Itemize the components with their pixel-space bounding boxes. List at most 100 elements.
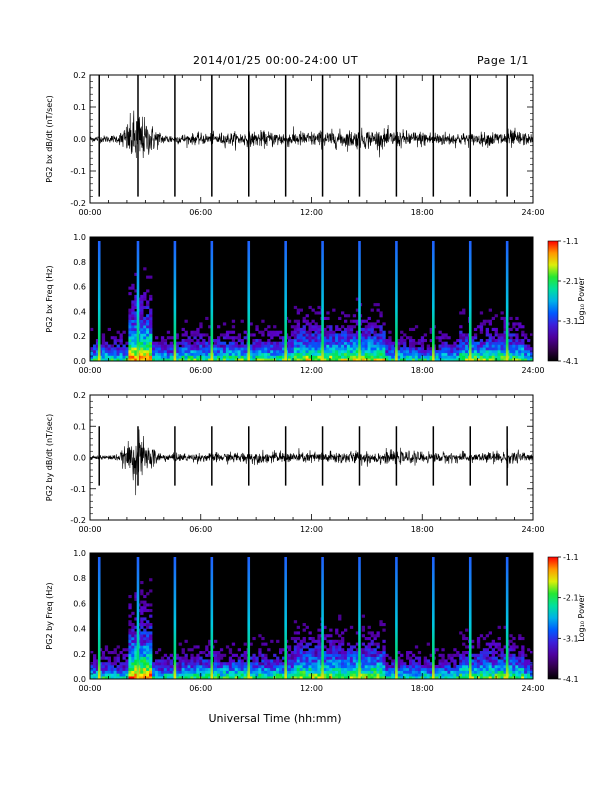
spectrogram-cell bbox=[509, 355, 513, 359]
spectrogram-cell bbox=[228, 358, 233, 362]
spectrogram-cell bbox=[134, 350, 138, 354]
spectrogram-cell bbox=[420, 344, 425, 348]
spectrogram-cell bbox=[287, 355, 292, 359]
spectrogram-cell bbox=[352, 325, 357, 329]
x-tick-label: 12:00 bbox=[300, 366, 323, 375]
y-tick-label: 0.2 bbox=[73, 71, 86, 80]
spectrogram-cell bbox=[128, 316, 132, 320]
spectrogram-cell bbox=[370, 634, 374, 638]
spectrogram-cell bbox=[476, 676, 481, 680]
spectrogram-cell bbox=[462, 333, 466, 337]
spectrogram-cell bbox=[131, 283, 135, 287]
spectrogram-cell bbox=[473, 653, 478, 657]
spectrogram-cell bbox=[364, 336, 368, 340]
spectrogram-cell bbox=[134, 592, 138, 596]
spectrogram-cell bbox=[149, 316, 153, 320]
spectrogram-cell bbox=[140, 316, 144, 320]
spectrogram-cell bbox=[512, 333, 516, 337]
spectrogram-cell bbox=[104, 670, 109, 674]
spectrogram-cell bbox=[485, 642, 489, 646]
spectrogram-cell bbox=[128, 623, 132, 627]
spectrogram-cell bbox=[166, 662, 171, 666]
spectrogram-cell bbox=[163, 667, 168, 671]
spectrogram-cell bbox=[149, 634, 153, 638]
spectrogram-cell bbox=[323, 667, 327, 671]
spectrogram-cell bbox=[382, 350, 386, 354]
spectrogram-cell bbox=[143, 665, 147, 669]
spectrogram-cell bbox=[500, 651, 504, 655]
spectrogram-cell bbox=[308, 344, 312, 348]
spectrogram-cell bbox=[193, 330, 197, 334]
spectrogram-cell bbox=[317, 645, 321, 649]
spectrogram-cell bbox=[267, 352, 271, 356]
spectrogram-cell bbox=[444, 662, 448, 666]
spectrogram-cell bbox=[476, 639, 481, 643]
spectrogram-cell bbox=[252, 665, 256, 669]
spectrogram-cell bbox=[128, 344, 132, 348]
spectrogram-cell bbox=[293, 330, 298, 334]
spectrogram-cell bbox=[157, 341, 162, 345]
spectrogram-cell bbox=[459, 631, 463, 635]
spectrogram-cell bbox=[441, 662, 445, 666]
spectrogram-cell bbox=[338, 673, 342, 677]
spectrogram-cell bbox=[323, 625, 327, 629]
spectrogram-cell bbox=[423, 350, 427, 354]
spectrogram-cell bbox=[157, 673, 162, 677]
spectrogram-cell bbox=[181, 341, 185, 345]
spectrogram-cell bbox=[90, 327, 94, 331]
spectrogram-cell bbox=[155, 670, 159, 674]
spectrogram-cell bbox=[367, 659, 371, 663]
spectrogram-cell bbox=[149, 352, 153, 356]
spectrogram-cell bbox=[196, 665, 200, 669]
spectrogram-cell bbox=[367, 653, 371, 657]
spectrogram-cell bbox=[267, 358, 271, 362]
spectrogram-cell bbox=[450, 676, 454, 680]
spectrogram-cell bbox=[349, 341, 354, 345]
spectrogram-cell bbox=[364, 333, 368, 337]
spectrogram-cell bbox=[485, 347, 489, 351]
spectrogram-cell bbox=[344, 352, 348, 356]
spectrogram-cell bbox=[361, 656, 365, 660]
spectrogram-cell bbox=[521, 341, 525, 345]
spectrogram-cell bbox=[423, 659, 427, 663]
spectrogram-cell bbox=[282, 358, 286, 362]
spike-column bbox=[321, 241, 324, 361]
spectrogram-cell bbox=[305, 319, 309, 323]
spectrogram-cell bbox=[302, 352, 306, 356]
spectrogram-cell bbox=[95, 667, 100, 671]
spectrogram-cell bbox=[488, 350, 492, 354]
spectrogram-cell bbox=[279, 673, 283, 677]
spectrogram-cell bbox=[149, 322, 153, 326]
spectrogram-cell bbox=[222, 344, 227, 348]
spectrogram-cell bbox=[290, 656, 295, 660]
spectrogram-cell bbox=[155, 347, 159, 351]
spectrogram-cell bbox=[231, 642, 236, 646]
spectrogram-cell bbox=[332, 659, 336, 663]
spectrogram-cell bbox=[190, 347, 194, 351]
spectrogram-cell bbox=[296, 333, 300, 337]
spectrogram-cell bbox=[131, 631, 135, 635]
spectrogram-cell bbox=[311, 347, 315, 351]
spectrogram-cell bbox=[287, 667, 292, 671]
spectrogram-cell bbox=[205, 358, 209, 362]
spectrogram-cell bbox=[208, 662, 212, 666]
spectrogram-cell bbox=[175, 653, 179, 657]
spectrogram-cell bbox=[140, 662, 144, 666]
spectrogram-cell bbox=[163, 673, 168, 677]
y-tick-label: 0.2 bbox=[73, 332, 86, 341]
spectrogram-cell bbox=[367, 322, 371, 326]
spectrogram-cell bbox=[160, 347, 165, 351]
spectrogram-cell bbox=[196, 659, 200, 663]
spectrogram-cell bbox=[302, 673, 306, 677]
spectrogram-cell bbox=[355, 333, 360, 337]
spectrogram-cell bbox=[208, 358, 212, 362]
spectrogram-cell bbox=[335, 358, 339, 362]
spectrogram-cell bbox=[296, 665, 300, 669]
colorbar-tick-label: -4.1 bbox=[563, 675, 579, 684]
spectrogram-cell bbox=[367, 676, 371, 680]
spectrogram-cell bbox=[240, 676, 244, 680]
spectrogram-cell bbox=[237, 662, 241, 666]
spectrogram-cell bbox=[222, 341, 227, 345]
spectrogram-cell bbox=[521, 651, 525, 655]
spectrogram-cell bbox=[521, 673, 525, 677]
